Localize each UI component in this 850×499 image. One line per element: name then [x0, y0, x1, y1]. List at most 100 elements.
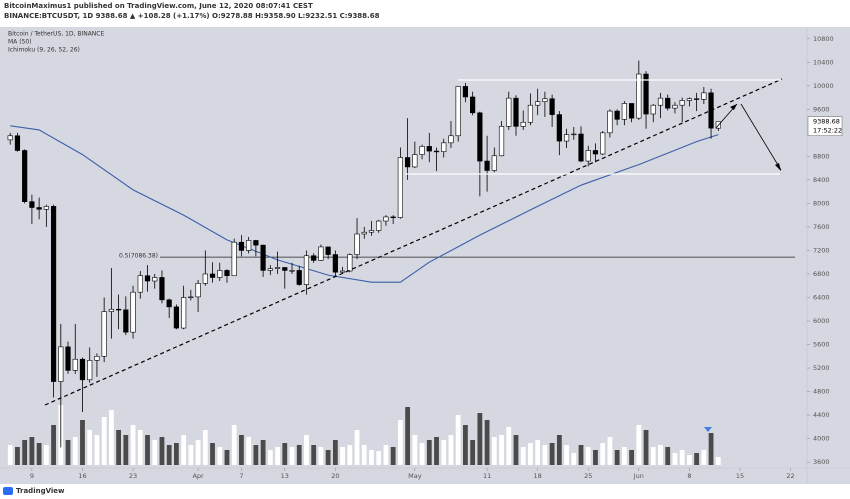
volume-bar	[304, 435, 309, 465]
candle-body	[209, 273, 216, 278]
candle-body	[390, 216, 396, 219]
volume-bar	[130, 425, 136, 465]
x-tick-label: Jun	[633, 472, 644, 480]
author-line: BitcoinMaximus1 published on TradingView…	[4, 2, 313, 10]
volume-bar	[145, 435, 150, 465]
candle-body	[607, 110, 613, 134]
y-tick-label: 5600	[813, 341, 830, 349]
arrow-down	[740, 103, 782, 171]
candle-body	[397, 157, 403, 218]
candle-body	[72, 358, 78, 371]
candle-body	[303, 255, 310, 285]
candle-body	[144, 275, 151, 282]
y-tick-label: 8000	[813, 199, 830, 207]
arrowhead	[730, 104, 737, 110]
legend-ichimoku: Ichimoku (9, 26, 52, 26)	[8, 47, 80, 54]
y-tick-label: 10400	[813, 58, 834, 66]
x-tick-label: 22	[786, 472, 794, 480]
candle-body	[470, 96, 476, 114]
y-tick-label: 10800	[813, 35, 834, 43]
x-tick-label: 23	[129, 472, 137, 480]
volume-bar	[614, 450, 620, 465]
event-marker	[704, 427, 712, 432]
volume-bar	[643, 430, 649, 465]
candle-body	[556, 114, 562, 142]
candle-body	[108, 308, 114, 312]
volume-bar	[15, 447, 20, 465]
volume-bar	[419, 443, 425, 465]
volume-bar	[51, 425, 56, 465]
volume-bar	[246, 437, 252, 465]
volume-bar	[520, 447, 526, 465]
volume-bar	[397, 420, 403, 465]
candle-body	[260, 244, 266, 271]
candle-body	[123, 309, 129, 333]
y-tick-label: 6400	[813, 293, 830, 301]
candle-body	[549, 98, 555, 115]
y-tick-label: 7600	[813, 223, 830, 231]
volume-bar	[267, 450, 273, 465]
volume-bar	[477, 413, 483, 465]
volume-bar	[578, 445, 584, 465]
x-tick-label: 16	[78, 472, 86, 480]
volume-bar	[528, 443, 533, 465]
moving-average	[10, 125, 719, 283]
candle-body	[116, 308, 122, 311]
volume-bar	[607, 437, 613, 465]
volume-bar	[499, 435, 504, 465]
candle-body	[202, 273, 208, 284]
candle-body	[296, 270, 302, 285]
volume-bar	[253, 445, 259, 465]
volume-bar	[556, 435, 562, 465]
volume-bar	[390, 447, 396, 465]
volume-bar	[80, 420, 85, 465]
candle-body	[87, 360, 93, 381]
candle-body	[274, 267, 281, 269]
volume-bar	[506, 427, 512, 465]
volume-bar	[36, 443, 42, 465]
volume-bar	[701, 450, 707, 465]
volume-bar	[188, 445, 194, 465]
x-tick-label: 18	[534, 472, 542, 480]
volume-bar	[593, 450, 598, 465]
candle-body	[188, 296, 194, 298]
plot-area: 3600400044004800520056006000640068007200…	[7, 35, 843, 480]
volume-bar	[513, 435, 519, 465]
volume-bar	[275, 447, 280, 465]
candle-body	[289, 270, 295, 272]
volume-bar	[694, 453, 700, 465]
candle-body	[383, 216, 389, 222]
symbol-line: BINANCE:BTCUSDT, 1D 9388.68 ▲ +108.28 (+…	[4, 12, 380, 20]
candle-body	[694, 98, 700, 100]
volume-bar	[354, 430, 360, 465]
volume-bar	[282, 443, 288, 465]
volume-bar	[600, 443, 606, 465]
candle-body	[665, 97, 671, 109]
volume-bar	[629, 450, 634, 465]
candle-body	[94, 355, 100, 361]
volume-bar	[137, 430, 143, 465]
arrowhead	[775, 163, 781, 171]
x-tick-label: 8	[687, 472, 691, 480]
x-tick-label: 7	[239, 472, 243, 480]
volume-bar	[426, 440, 432, 465]
countdown: 17:52:22	[813, 127, 842, 135]
candle-body	[498, 126, 505, 157]
volume-bar	[564, 445, 569, 465]
x-tick-label: 13	[281, 472, 289, 480]
volume-bar	[72, 437, 78, 465]
candle-body	[79, 358, 86, 381]
candle-body	[657, 97, 664, 106]
candle-body	[354, 233, 360, 255]
candle-body	[614, 110, 620, 120]
candle-body	[448, 135, 454, 144]
volume-bar	[108, 410, 114, 465]
volume-bar	[542, 445, 548, 465]
candle-body	[643, 73, 649, 115]
candle-body	[672, 104, 678, 109]
footer	[0, 484, 850, 499]
brand-logo	[3, 487, 13, 495]
volume-bar	[152, 440, 158, 465]
candle-body	[412, 154, 418, 168]
